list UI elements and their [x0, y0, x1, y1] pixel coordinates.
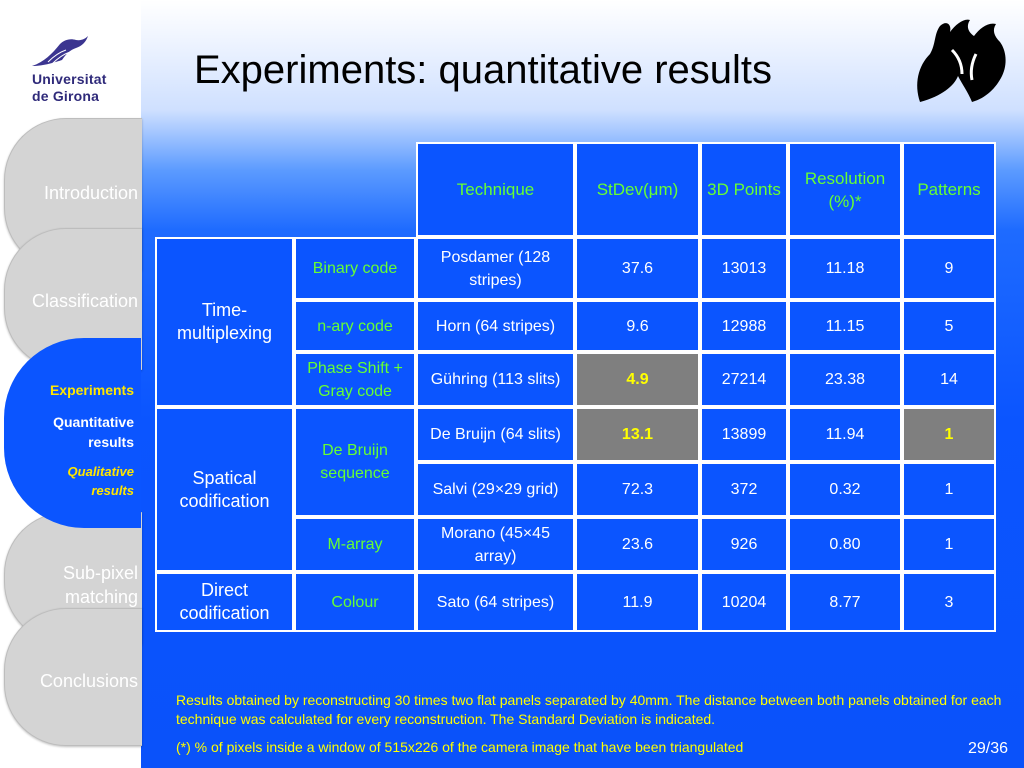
table-row: M-array Morano (45×45 array) 23.6 926 0.… [155, 517, 996, 572]
cell-technique: Posdamer (128 stripes) [416, 237, 575, 300]
group-spatial-codification: Spatical codification [155, 407, 294, 572]
cell-points: 13013 [700, 237, 788, 300]
cell-resolution: 11.18 [788, 237, 902, 300]
subgroup-de-bruijn: De Bruijn sequence [294, 407, 416, 517]
cell-stdev: 11.9 [575, 572, 700, 632]
nav-tab-conclusions[interactable]: Conclusions [4, 608, 142, 746]
subgroup-m-array: M-array [294, 517, 416, 572]
cell-resolution: 11.15 [788, 300, 902, 352]
blank-cell [155, 142, 416, 237]
results-table: Technique StDev(μm) 3D Points Resolution… [155, 142, 996, 632]
cell-patterns-best: 1 [902, 407, 996, 462]
subgroup-phase-shift: Phase Shift + Gray code [294, 352, 416, 407]
results-note: Results obtained by reconstructing 30 ti… [176, 692, 1002, 727]
table-header-row: Technique StDev(μm) 3D Points Resolution… [155, 142, 996, 237]
cell-technique: Horn (64 stripes) [416, 300, 575, 352]
cell-technique: Sato (64 stripes) [416, 572, 575, 632]
cell-patterns: 9 [902, 237, 996, 300]
table-row: Spatical codification De Bruijn sequence… [155, 407, 996, 572]
nav-tab-label: Sub-pixel matching [62, 563, 138, 607]
group-time-multiplexing: Time-multiplexing [155, 237, 294, 407]
nav-sub-quantitative[interactable]: Quantitative results [53, 414, 134, 450]
slide-title: Experiments: quantitative results [194, 48, 773, 92]
cell-points: 13899 [700, 407, 788, 462]
nav-tab-label: Classification [31, 291, 138, 311]
cell-technique: Gühring (113 slits) [416, 352, 575, 407]
nav-tab-label: Conclusions [39, 671, 138, 691]
cell-technique: Morano (45×45 array) [416, 517, 575, 572]
cell-patterns: 1 [902, 517, 996, 572]
footnote: (*) % of pixels inside a window of 515x2… [176, 739, 744, 755]
cell-stdev-best: 13.1 [575, 407, 700, 462]
subgroup-colour: Colour [294, 572, 416, 632]
subgroup-nary-code: n-ary code [294, 300, 416, 352]
nav-tab-experiments[interactable]: Experiments Quantitative results Qualita… [4, 338, 141, 528]
bird-logo-icon [32, 36, 88, 66]
cell-patterns: 3 [902, 572, 996, 632]
header-stdev: StDev(μm) [575, 142, 700, 237]
group-direct-codification: Direct codification [155, 572, 294, 632]
table-row: Direct codification Colour Sato (64 stri… [155, 572, 996, 632]
university-logo: Universitat de Girona [22, 36, 132, 116]
cell-points: 10204 [700, 572, 788, 632]
table-row: Time-multiplexing Binary code Posdamer (… [155, 237, 996, 407]
cell-stdev: 37.6 [575, 237, 700, 300]
cell-stdev: 9.6 [575, 300, 700, 352]
sidebar: Universitat de Girona Introduction Class… [0, 0, 142, 768]
cell-resolution: 0.32 [788, 462, 902, 517]
header-3d-points: 3D Points [700, 142, 788, 237]
page-number: 29/36 [968, 740, 1009, 757]
cell-technique: Salvi (29×29 grid) [416, 462, 575, 517]
cell-points: 27214 [700, 352, 788, 407]
nav-active-label: Experiments [49, 382, 134, 398]
header-patterns: Patterns [902, 142, 996, 237]
table-row: Phase Shift + Gray code Gühring (113 sli… [155, 352, 996, 407]
logo-line1: Universitat [32, 71, 107, 87]
nav-sub-qualitative[interactable]: Qualitative results [67, 464, 134, 498]
cell-resolution: 8.77 [788, 572, 902, 632]
cell-points: 926 [700, 517, 788, 572]
cell-resolution: 0.80 [788, 517, 902, 572]
cell-patterns: 1 [902, 462, 996, 517]
header-resolution: Resolution (%)* [788, 142, 902, 237]
cell-patterns: 5 [902, 300, 996, 352]
cell-stdev-best: 4.9 [575, 352, 700, 407]
table-row: n-ary code Horn (64 stripes) 9.6 12988 1… [155, 300, 996, 352]
cell-stdev: 23.6 [575, 517, 700, 572]
cell-points: 372 [700, 462, 788, 517]
table-row: Salvi (29×29 grid) 72.3 372 0.32 1 [155, 462, 996, 517]
cell-points: 12988 [700, 300, 788, 352]
subgroup-binary-code: Binary code [294, 237, 416, 300]
lab-logo-icon [917, 19, 1006, 103]
nav-tab-label: Introduction [43, 183, 138, 203]
cell-resolution: 23.38 [788, 352, 902, 407]
header-technique: Technique [416, 142, 575, 237]
cell-stdev: 72.3 [575, 462, 700, 517]
logo-line2: de Girona [32, 88, 100, 104]
cell-patterns: 14 [902, 352, 996, 407]
cell-resolution: 11.94 [788, 407, 902, 462]
cell-technique: De Bruijn (64 slits) [416, 407, 575, 462]
